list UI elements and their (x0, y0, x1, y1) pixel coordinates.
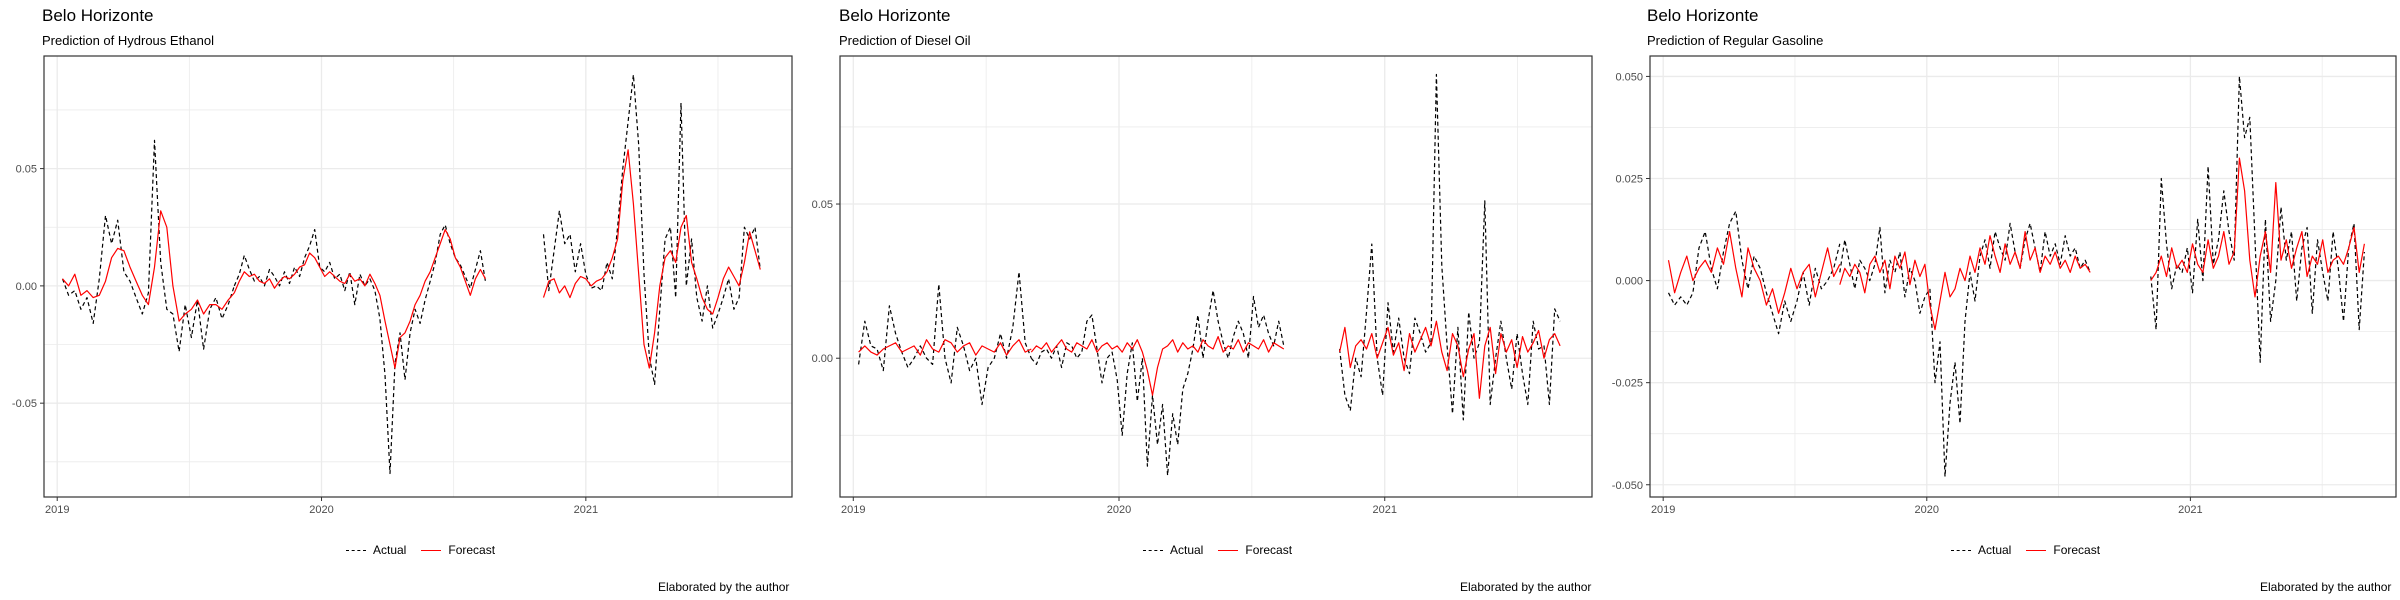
legend-label-forecast: Forecast (2053, 543, 2101, 557)
legend-item-actual: Actual (1142, 543, 1203, 557)
legend-label-forecast: Forecast (1245, 543, 1293, 557)
series-line-forecast (858, 339, 1032, 356)
y-tick-label: -0.050 (1612, 480, 1643, 492)
chart-panel-diesel-oil: Belo Horizonte Prediction of Diesel Oil … (800, 0, 1600, 600)
y-tick-label: -0.025 (1612, 378, 1643, 390)
x-tick-label: 2021 (2178, 504, 2202, 516)
legend-item-forecast: Forecast (2025, 543, 2100, 557)
series-line-forecast (1339, 320, 1561, 399)
chart-caption: Elaborated by the author (2260, 580, 2392, 594)
series-line-actual (1667, 210, 1841, 335)
plot-border (1649, 55, 2397, 498)
x-tick-label: 2020 (1107, 504, 1131, 516)
y-tick-label: -0.05 (12, 398, 37, 410)
y-tick-label: 0.025 (1615, 174, 1643, 186)
x-tick-label: 2021 (574, 504, 598, 516)
series-line-forecast (1839, 231, 2091, 331)
y-tick-label: 0.050 (1615, 71, 1643, 83)
y-tick-label: 0.05 (16, 164, 37, 176)
chart-subtitle: Prediction of Regular Gasoline (1647, 33, 1824, 48)
chart-title: Belo Horizonte (42, 6, 154, 25)
y-tick-label: 0.00 (812, 353, 833, 365)
plot-area: -0.05 0.00 0.05 2019 2020 2021 (12, 55, 793, 516)
chart-panel-regular-gasoline: Belo Horizonte Prediction of Regular Gas… (1600, 0, 2400, 600)
x-tick-label: 2021 (1372, 504, 1396, 516)
x-tick-label: 2020 (1915, 504, 1939, 516)
chart-subtitle: Prediction of Hydrous Ethanol (42, 33, 214, 48)
y-tick-label: 0.000 (1615, 276, 1643, 288)
legend-label-forecast: Forecast (448, 543, 496, 557)
series-line-actual (233, 224, 486, 475)
y-tick-label: 0.00 (16, 281, 37, 293)
series-line-forecast (542, 149, 761, 369)
series-line-actual (61, 139, 235, 353)
plot-border (839, 55, 1593, 498)
y-tick-label: 0.05 (812, 199, 833, 211)
series-line-actual (1339, 73, 1561, 421)
x-tick-label: 2019 (841, 504, 865, 516)
chart-subtitle: Prediction of Diesel Oil (839, 33, 971, 48)
series-line-forecast (1030, 336, 1285, 396)
chart-title: Belo Horizonte (1647, 6, 1759, 25)
chart-caption: Elaborated by the author (658, 580, 790, 594)
series-line-actual (542, 74, 761, 385)
series-line-forecast (62, 210, 235, 322)
legend-label-actual: Actual (373, 543, 407, 557)
chart-panel-hydrous-ethanol: Belo Horizonte Prediction of Hydrous Eth… (0, 0, 800, 600)
series-line-forecast (1667, 231, 1841, 314)
series-line-forecast (2150, 157, 2365, 298)
legend-item-actual: Actual (345, 543, 406, 557)
plot-area: 0.00 0.05 2019 2020 2021 (812, 55, 1593, 516)
x-tick-label: 2020 (309, 504, 333, 516)
legend-item-actual: Actual (1950, 543, 2011, 557)
legend-label-actual: Actual (1170, 543, 1204, 557)
legend: Actual Forecast (1950, 543, 2114, 557)
legend: Actual Forecast (1142, 543, 1306, 557)
x-tick-label: 2019 (45, 504, 69, 516)
chart-title: Belo Horizonte (839, 6, 951, 25)
legend-label-actual: Actual (1978, 543, 2012, 557)
chart-caption: Elaborated by the author (1460, 580, 1592, 594)
legend-item-forecast: Forecast (420, 543, 495, 557)
legend-item-forecast: Forecast (1217, 543, 1292, 557)
series-line-actual (1839, 222, 2091, 478)
series-line-actual (2150, 75, 2365, 363)
x-tick-label: 2019 (1651, 504, 1675, 516)
series-line-actual (858, 271, 1032, 406)
series-line-forecast (233, 229, 486, 369)
plot-border (43, 55, 793, 498)
series-line-actual (1030, 289, 1285, 476)
plot-area: -0.050 -0.025 0.000 0.025 0.050 2019 2020 2021 (1612, 55, 2397, 516)
legend: Actual Forecast (345, 543, 509, 557)
